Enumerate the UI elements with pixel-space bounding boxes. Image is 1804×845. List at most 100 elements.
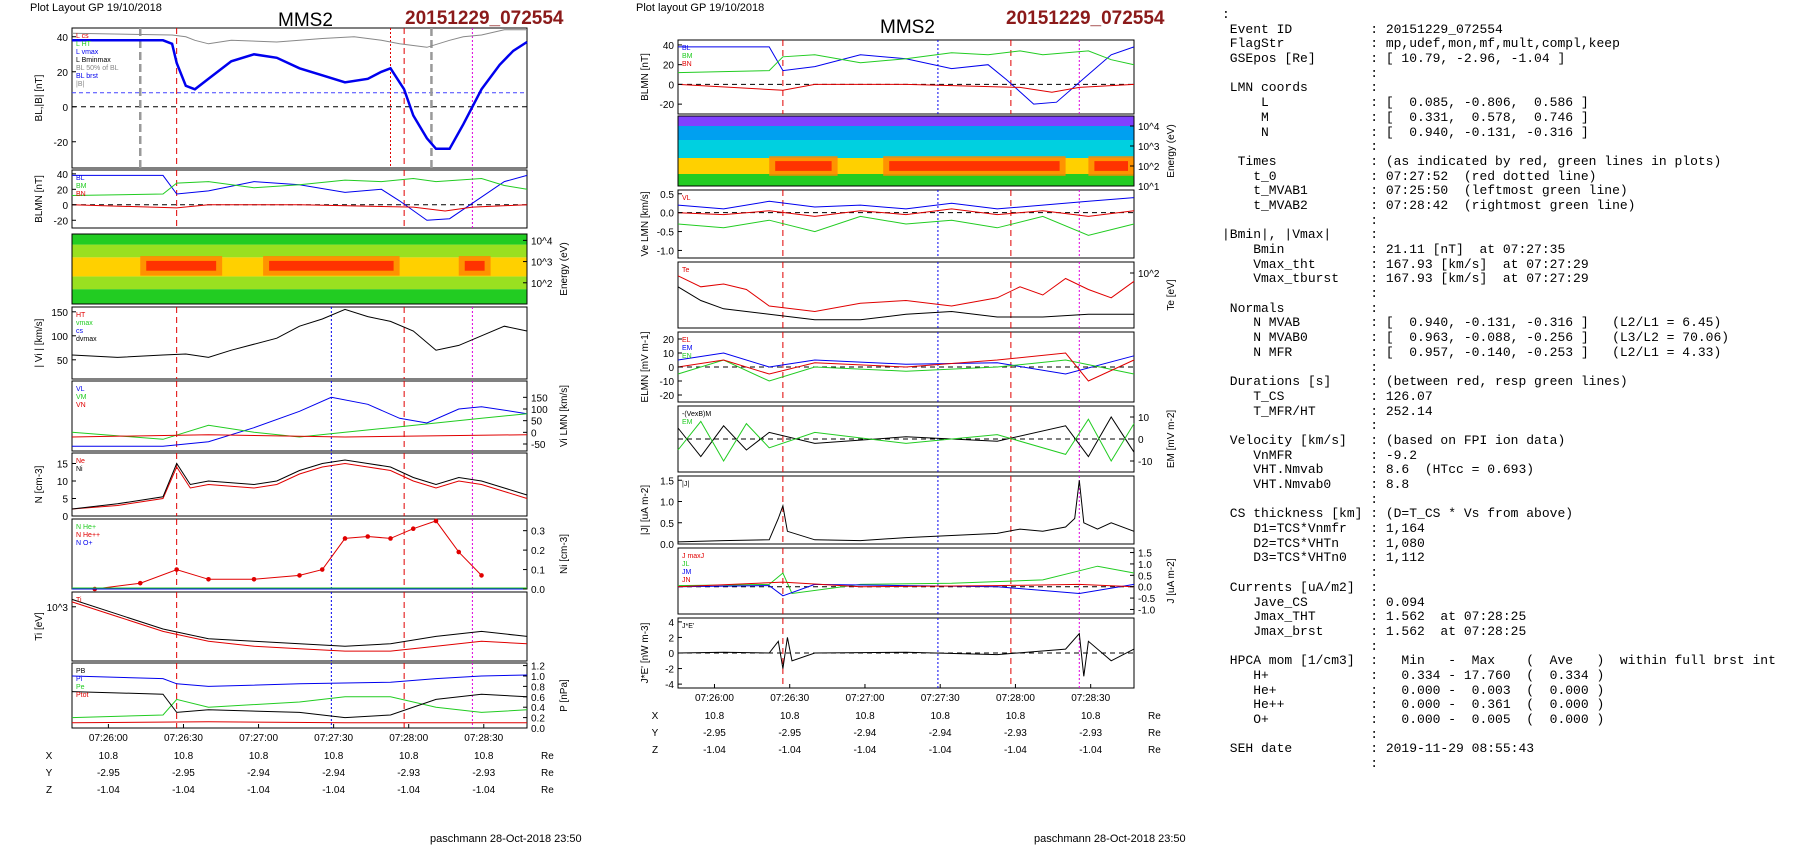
y-tick-label: 10^3 xyxy=(531,258,553,269)
position-unit: Re xyxy=(1148,728,1161,739)
y-tick-label: -20 xyxy=(54,216,69,227)
position-value: -2.95 xyxy=(97,768,120,779)
data-point xyxy=(137,580,143,586)
position-unit: Re xyxy=(1148,745,1161,756)
spectrogram-band xyxy=(678,140,1134,158)
time-tick-label: 07:27:00 xyxy=(845,693,884,704)
series-line-BM xyxy=(71,177,528,196)
event-summary-panel: : Event ID : 20151229_072554 FlagStr : m… xyxy=(1222,7,1776,772)
legend-entry: BN xyxy=(682,61,692,68)
panel-frame xyxy=(71,169,528,229)
legend-entry: Ne xyxy=(76,458,85,465)
data-point xyxy=(174,567,179,572)
spectrogram-band xyxy=(678,126,1134,140)
series-line-EL xyxy=(677,352,1135,382)
spectrogram-peak-region xyxy=(889,161,1060,171)
series-line-EM xyxy=(677,418,1135,463)
middle-footer: paschmann 28-Oct-2018 23:50 xyxy=(1034,833,1186,845)
y-axis-label: BL,|B| [nT] xyxy=(34,74,45,121)
series-line-JN xyxy=(677,581,1135,588)
summary-line: : xyxy=(1222,726,1379,742)
position-value: -2.94 xyxy=(854,728,877,739)
y-axis-label: Energy (eV) xyxy=(559,242,570,295)
y-axis-label: BLMN [nT] xyxy=(34,175,45,223)
y-tick-label: 20 xyxy=(57,185,69,196)
series-line-Ve-green xyxy=(677,215,1135,236)
spectrogram-peak-region xyxy=(146,260,217,271)
summary-line: |Bmin|, |Vmax| : xyxy=(1222,227,1379,243)
position-value: 10.8 xyxy=(99,751,119,762)
spectrogram-band xyxy=(72,244,527,258)
position-unit: Re xyxy=(541,785,554,796)
y-tick-label: 1.0 xyxy=(660,498,674,509)
panel-M7: 1.5 1.0 0.5 0.0 |J| [uA m-2] |J| xyxy=(640,475,1135,551)
y-tick-label: 50 xyxy=(531,417,543,428)
spectrogram-peak-region xyxy=(464,260,485,271)
series-line-Ve-red xyxy=(677,208,1135,217)
summary-line: CS thickness [km] : (D=T_CS * Vs from ab… xyxy=(1222,506,1574,522)
position-value: -2.94 xyxy=(322,768,345,779)
legend-entry: EM xyxy=(682,345,693,352)
data-point xyxy=(342,536,348,541)
series-line--Vi- xyxy=(71,308,528,358)
legend-entry: BN xyxy=(76,191,86,198)
series-line-Ni xyxy=(71,459,528,510)
y-axis-label: Te [eV] xyxy=(1166,279,1177,310)
y-tick-label: 50 xyxy=(57,356,69,367)
position-value: -1.04 xyxy=(247,785,270,796)
y-tick-label: 0.0 xyxy=(660,540,674,551)
position-value: 10.8 xyxy=(324,751,344,762)
summary-line: Velocity [km/s] : (based on FPI ion data… xyxy=(1222,432,1566,448)
y-tick-label: 0 xyxy=(62,512,68,523)
summary-line: N MVAB0 : [ 0.963, -0.088, -0.256 ] (L3/… xyxy=(1222,330,1730,346)
position-value: 10.8 xyxy=(1081,711,1101,722)
y-tick-label: 0 xyxy=(62,103,68,114)
summary-line: N : [ 0.940, -0.131, -0.316 ] xyxy=(1222,124,1589,140)
y-tick-label: 10^1 xyxy=(1138,182,1160,193)
legend-entry: L vmax xyxy=(76,49,99,56)
panel-M2: 10^4 10^3 10^2 10^1 Energy (eV) xyxy=(677,115,1177,193)
summary-line: Vmax_tburst : 167.93 [km/s] at 07:27:29 xyxy=(1222,271,1589,287)
y-tick-label: -2 xyxy=(665,665,674,676)
series-line-BL xyxy=(72,174,528,221)
y-tick-label: 10^2 xyxy=(531,279,553,290)
y-tick-label: 1.5 xyxy=(1138,549,1152,560)
position-row-label: Z xyxy=(46,785,52,796)
summary-line: : xyxy=(1222,565,1379,581)
y-tick-label: 10 xyxy=(663,349,675,360)
series-line-Pe xyxy=(71,696,528,719)
summary-line: t_0 : 07:27:52 (red dotted line) xyxy=(1222,168,1597,184)
time-axis: 07:26:00 07:26:30 07:27:00 07:27:30 07:28:00… xyxy=(46,724,554,796)
left-plot-layout-label: Plot Layout GP 19/10/2018 xyxy=(30,2,162,14)
data-point xyxy=(319,567,325,572)
y-tick-label: 5 xyxy=(62,495,68,506)
series-line-Te-red xyxy=(677,275,1135,313)
legend-entry: EN xyxy=(682,353,692,360)
time-axis: 07:26:00 07:26:30 07:27:00 07:27:30 07:28:00… xyxy=(652,684,1161,756)
position-value: -1.04 xyxy=(172,785,195,796)
series-line-PB xyxy=(71,691,528,719)
summary-line: Currents [uA/m2] : xyxy=(1222,579,1379,595)
position-unit: Re xyxy=(1148,711,1161,722)
summary-line: GSEpos [Re] : [ 10.79, -2.96, -1.04 ] xyxy=(1222,51,1566,67)
legend-entry: J*E' xyxy=(682,623,694,630)
y-tick-label: -1.0 xyxy=(657,246,675,257)
y-tick-label: 10^4 xyxy=(531,236,553,247)
panel-M9: 4 2 0 -2 -4 J*E' [nW m-3] J*E' xyxy=(640,617,1135,691)
position-value: -1.04 xyxy=(929,745,952,756)
position-value: 10.8 xyxy=(855,711,875,722)
y-tick-label: 10^3 xyxy=(47,603,69,614)
panel-frame xyxy=(71,306,528,380)
legend-entry: L HT xyxy=(76,41,92,48)
series-line-JL xyxy=(677,565,1135,595)
time-tick-label: 07:28:30 xyxy=(464,733,503,744)
data-point xyxy=(251,576,257,582)
panel-frame xyxy=(71,662,528,729)
summary-line: : xyxy=(1222,359,1379,375)
panel-M4: 10^2 Te [eV] Te xyxy=(677,261,1177,329)
